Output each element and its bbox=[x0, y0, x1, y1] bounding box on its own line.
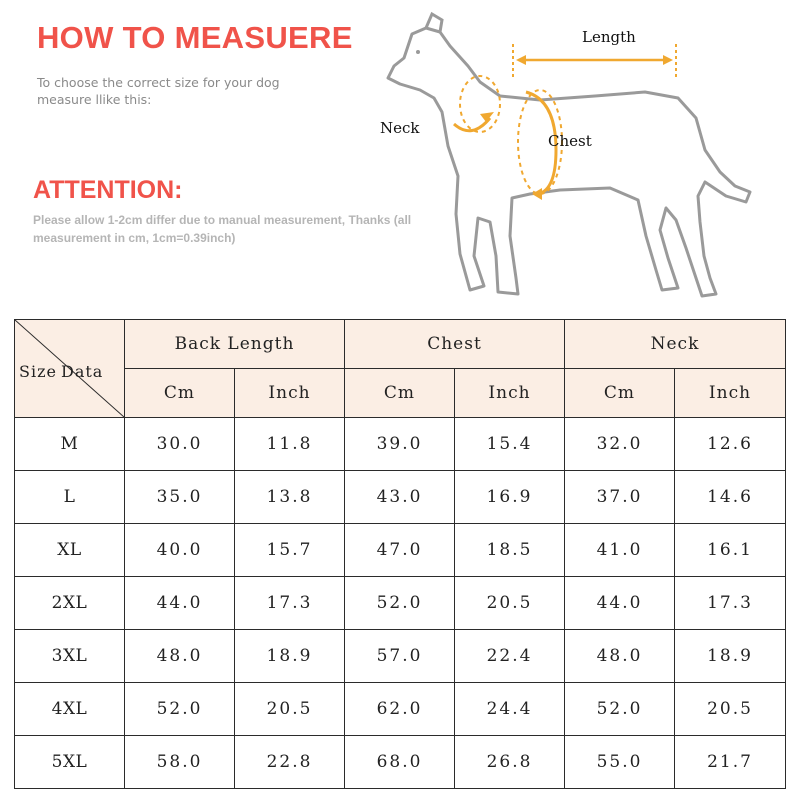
size-cell: 4XL bbox=[14, 682, 125, 736]
dog-eye bbox=[416, 50, 420, 54]
neck-arrow bbox=[453, 117, 492, 133]
unit-header: Cm bbox=[564, 368, 675, 418]
table-row: L 35.0 13.8 43.0 16.9 37.0 14.6 bbox=[14, 470, 786, 524]
chest-arrow bbox=[525, 90, 558, 196]
corner-diagonal bbox=[15, 320, 124, 417]
value-cell: 17.3 bbox=[674, 576, 786, 630]
size-table: Size Data Back Length Chest Neck Cm Inch… bbox=[14, 319, 786, 789]
dog-outline bbox=[386, 26, 752, 298]
value-cell: 22.4 bbox=[454, 629, 565, 683]
value-cell: 26.8 bbox=[454, 735, 565, 789]
value-cell: 41.0 bbox=[564, 523, 675, 577]
length-arrowhead-left bbox=[516, 55, 526, 65]
value-cell: 18.9 bbox=[674, 629, 786, 683]
table-row: 4XL 52.0 20.5 62.0 24.4 52.0 20.5 bbox=[14, 682, 786, 736]
size-cell: L bbox=[14, 470, 125, 524]
value-cell: 20.5 bbox=[234, 682, 345, 736]
page-title: HOW TO MEASUERE bbox=[37, 20, 353, 55]
size-cell: 2XL bbox=[14, 576, 125, 630]
value-cell: 24.4 bbox=[454, 682, 565, 736]
attention-text: Please allow 1-2cm differ due to manual … bbox=[33, 213, 412, 245]
size-cell: M bbox=[14, 417, 125, 471]
neck-arrowhead bbox=[480, 112, 494, 122]
value-cell: 13.8 bbox=[234, 470, 345, 524]
value-cell: 44.0 bbox=[124, 576, 235, 630]
table-row: M 30.0 11.8 39.0 15.4 32.0 12.6 bbox=[14, 417, 786, 471]
value-cell: 15.4 bbox=[454, 417, 565, 471]
size-cell: 3XL bbox=[14, 629, 125, 683]
value-cell: 55.0 bbox=[564, 735, 675, 789]
value-cell: 62.0 bbox=[344, 682, 455, 736]
dog-measure-illustration: Length Neck Chest bbox=[380, 11, 752, 298]
value-cell: 15.7 bbox=[234, 523, 345, 577]
value-cell: 68.0 bbox=[344, 735, 455, 789]
value-cell: 58.0 bbox=[124, 735, 235, 789]
unit-header: Inch bbox=[454, 368, 565, 418]
value-cell: 52.0 bbox=[124, 682, 235, 736]
value-cell: 16.9 bbox=[454, 470, 565, 524]
size-cell: XL bbox=[14, 523, 125, 577]
table-row: 5XL 58.0 22.8 68.0 26.8 55.0 21.7 bbox=[14, 735, 786, 789]
value-cell: 32.0 bbox=[564, 417, 675, 471]
header-chest: Chest bbox=[344, 319, 565, 369]
neck-label: Neck bbox=[380, 119, 420, 137]
unit-header: Cm bbox=[344, 368, 455, 418]
header-neck: Neck bbox=[564, 319, 786, 369]
chest-label: Chest bbox=[548, 132, 592, 150]
value-cell: 48.0 bbox=[124, 629, 235, 683]
value-cell: 47.0 bbox=[344, 523, 455, 577]
value-cell: 12.6 bbox=[674, 417, 786, 471]
table-row: 2XL 44.0 17.3 52.0 20.5 44.0 17.3 bbox=[14, 576, 786, 630]
value-cell: 44.0 bbox=[564, 576, 675, 630]
value-cell: 17.3 bbox=[234, 576, 345, 630]
header-back-length: Back Length bbox=[124, 319, 345, 369]
value-cell: 52.0 bbox=[344, 576, 455, 630]
chest-arrowhead bbox=[532, 188, 542, 200]
value-cell: 18.5 bbox=[454, 523, 565, 577]
chest-loop bbox=[517, 89, 563, 195]
value-cell: 21.7 bbox=[674, 735, 786, 789]
unit-header: Inch bbox=[234, 368, 345, 418]
value-cell: 35.0 bbox=[124, 470, 235, 524]
unit-header: Inch bbox=[674, 368, 786, 418]
size-cell: 5XL bbox=[14, 735, 125, 789]
value-cell: 18.9 bbox=[234, 629, 345, 683]
unit-header: Cm bbox=[124, 368, 235, 418]
value-cell: 11.8 bbox=[234, 417, 345, 471]
length-arrowhead-right bbox=[663, 55, 673, 65]
value-cell: 30.0 bbox=[124, 417, 235, 471]
dog-ear bbox=[424, 11, 444, 34]
value-cell: 43.0 bbox=[344, 470, 455, 524]
corner-data-label: Data bbox=[61, 362, 104, 381]
attention-title: ATTENTION: bbox=[33, 176, 183, 204]
value-cell: 14.6 bbox=[674, 470, 786, 524]
value-cell: 20.5 bbox=[454, 576, 565, 630]
corner-size-label: Size bbox=[19, 362, 57, 381]
neck-loop bbox=[459, 75, 501, 133]
value-cell: 52.0 bbox=[564, 682, 675, 736]
value-cell: 48.0 bbox=[564, 629, 675, 683]
page-subtitle: To choose the correct size for your dog … bbox=[37, 75, 280, 107]
value-cell: 37.0 bbox=[564, 470, 675, 524]
size-data-corner-cell: Size Data bbox=[14, 319, 125, 418]
table-row: XL 40.0 15.7 47.0 18.5 41.0 16.1 bbox=[14, 523, 786, 577]
value-cell: 20.5 bbox=[674, 682, 786, 736]
value-cell: 40.0 bbox=[124, 523, 235, 577]
value-cell: 16.1 bbox=[674, 523, 786, 577]
value-cell: 39.0 bbox=[344, 417, 455, 471]
value-cell: 57.0 bbox=[344, 629, 455, 683]
value-cell: 22.8 bbox=[234, 735, 345, 789]
length-label: Length bbox=[582, 28, 636, 46]
table-row: 3XL 48.0 18.9 57.0 22.4 48.0 18.9 bbox=[14, 629, 786, 683]
